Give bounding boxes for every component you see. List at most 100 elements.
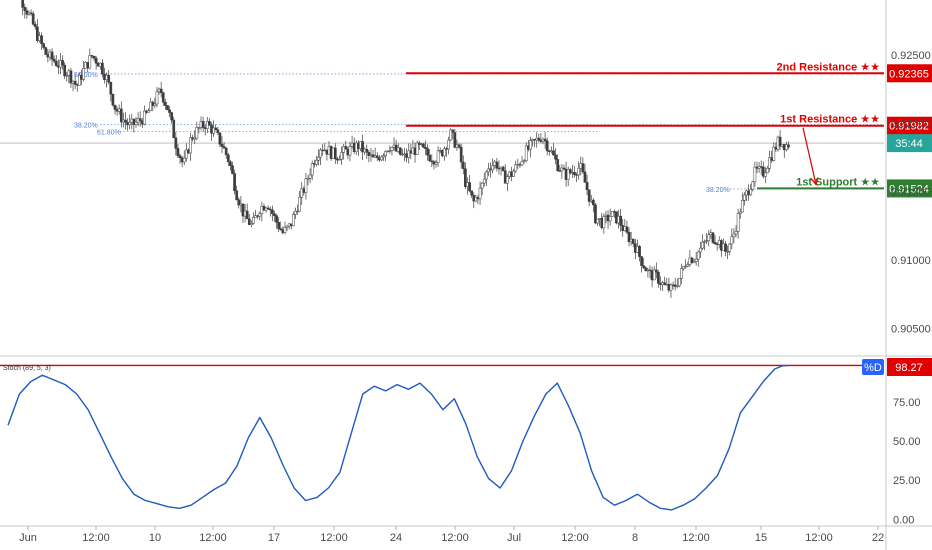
candle-body [464, 168, 467, 187]
candle-body [168, 109, 171, 113]
candle [457, 143, 461, 149]
candle [596, 218, 599, 226]
candle-body [478, 187, 482, 200]
candle [663, 276, 667, 286]
fib-label: 38.20% [706, 187, 730, 194]
candle [724, 240, 727, 257]
candle [69, 67, 73, 88]
candle [761, 161, 765, 179]
candle [159, 81, 163, 98]
candle [283, 221, 287, 235]
candle-body [138, 118, 142, 122]
candle-body [77, 74, 81, 86]
candle [703, 239, 706, 251]
time-tick-label: Jul [507, 532, 521, 544]
candle [675, 278, 679, 289]
candle-body [562, 167, 566, 170]
candle-body [644, 267, 648, 272]
candle-body [33, 24, 37, 28]
candle-body [92, 55, 96, 59]
candle-body [573, 171, 576, 175]
candle-body [449, 129, 453, 141]
stoch-value-text: 98.27 [895, 362, 923, 374]
candle-body [52, 58, 56, 62]
candle [61, 55, 64, 70]
candle-body [554, 154, 557, 160]
candle-body [54, 60, 58, 66]
candle-body [678, 277, 681, 287]
candle-body [229, 161, 232, 166]
candle-body [306, 178, 310, 180]
candle [65, 72, 69, 82]
price-tick-label: 0.92000 [891, 118, 931, 130]
candle-body [304, 178, 308, 193]
stoch-tick-label: 0.00 [893, 514, 914, 526]
candle-body [113, 104, 117, 110]
candle-body [682, 266, 685, 269]
candle [562, 164, 566, 170]
candle-body [728, 243, 732, 252]
candle-body [703, 241, 706, 243]
candle-body [520, 161, 524, 166]
candle [361, 134, 364, 161]
candle [273, 210, 276, 222]
candle-body [785, 144, 788, 151]
candle [568, 167, 572, 175]
candle [501, 165, 505, 172]
candle [415, 140, 419, 156]
level-price-tag-text: 0.91982 [889, 121, 929, 133]
candle [768, 150, 771, 172]
candle-body [625, 226, 629, 233]
stoch-badge-text: %D [864, 362, 882, 374]
candle [260, 201, 264, 222]
candle [111, 93, 115, 107]
candle-body [705, 240, 709, 242]
candle-body [566, 169, 570, 180]
candle [707, 230, 711, 247]
candle [728, 243, 732, 256]
candle-body [23, 7, 27, 11]
candle-body [107, 75, 111, 83]
candle [470, 190, 474, 199]
time-tick-label: 10 [149, 532, 161, 544]
candle-body [29, 12, 33, 14]
candle [52, 55, 56, 64]
candle [296, 204, 299, 215]
candle [657, 270, 660, 288]
candle-body [470, 190, 474, 196]
candle-body [193, 137, 197, 140]
candle [522, 159, 526, 164]
candle [436, 146, 440, 167]
candle-body [42, 43, 46, 48]
candle [680, 263, 683, 285]
candle-body [94, 57, 98, 64]
stoch-line [7, 364, 791, 511]
candle-body [730, 236, 734, 245]
candle [23, 3, 27, 19]
level-label: 1st Support ★★ [796, 176, 880, 188]
candle-body [680, 268, 683, 279]
candle-body [226, 154, 230, 162]
candle [306, 175, 310, 186]
candle [495, 157, 499, 172]
candle [319, 148, 322, 165]
candle-body [732, 233, 736, 237]
candle-body [501, 166, 505, 171]
candle-body [380, 156, 383, 161]
candle-body [134, 121, 138, 125]
stoch-value-tag [887, 358, 932, 376]
candle [124, 112, 127, 130]
candle-body [231, 165, 234, 174]
candle [82, 61, 85, 82]
price-tick-label: 0.91000 [891, 255, 931, 267]
candle-body [69, 70, 73, 84]
candle [587, 189, 591, 207]
candle [36, 19, 39, 43]
level-label: 2nd Resistance ★★ [777, 61, 881, 73]
candle [229, 159, 232, 171]
candle [29, 9, 33, 16]
level-price-tag-text: 0.92365 [889, 68, 929, 80]
candle [54, 55, 58, 67]
candle-body [692, 261, 696, 264]
candle [766, 165, 769, 174]
